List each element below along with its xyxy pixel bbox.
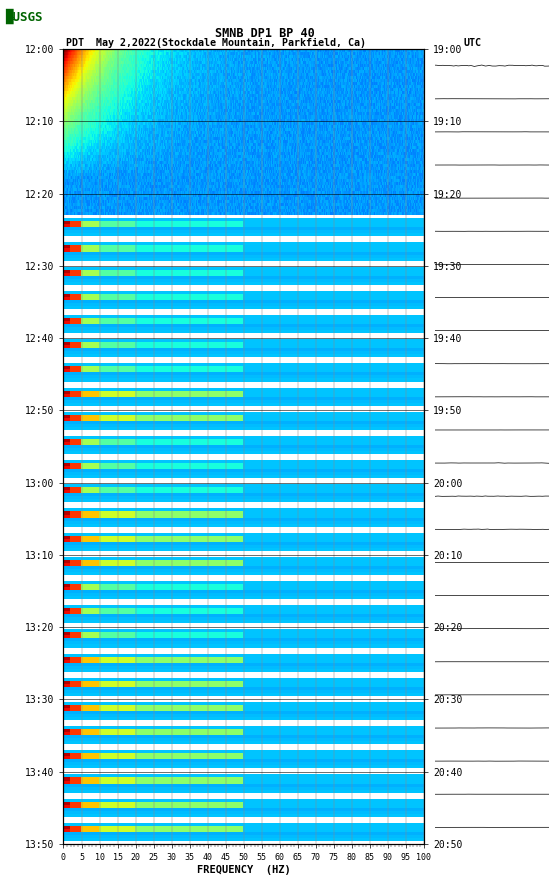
X-axis label: FREQUENCY  (HZ): FREQUENCY (HZ) [197,864,290,874]
Text: █USGS: █USGS [6,9,43,24]
Text: UTC: UTC [464,38,482,48]
Text: SMNB DP1 BP 40: SMNB DP1 BP 40 [215,27,315,40]
Text: PDT  May 2,2022(Stockdale Mountain, Parkfield, Ca): PDT May 2,2022(Stockdale Mountain, Parkf… [66,38,366,48]
